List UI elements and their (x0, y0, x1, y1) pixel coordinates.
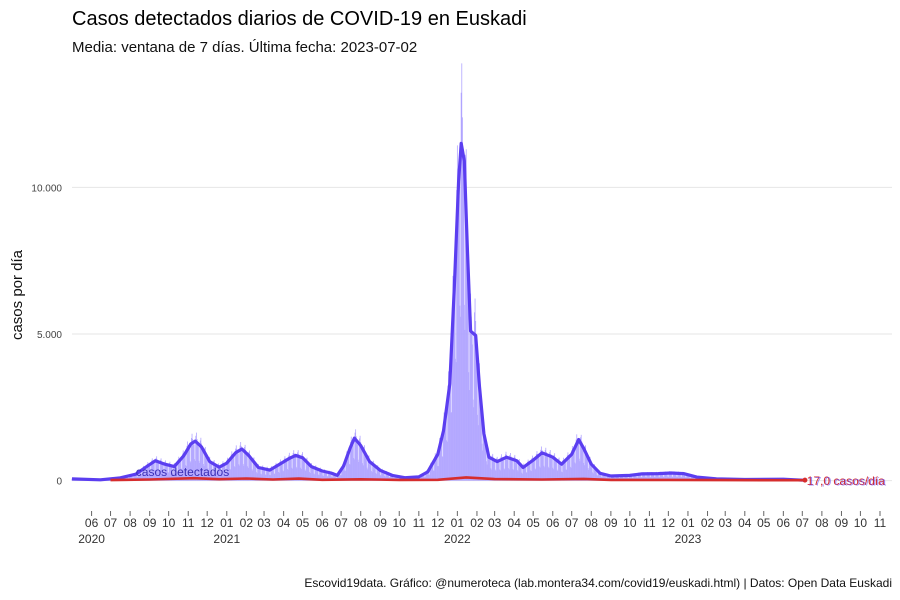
cases-area (72, 143, 803, 481)
y-axis-ticks: 0 5.000 10.000 (31, 183, 62, 487)
x-month-label: 01 (451, 516, 465, 530)
x-month-label: 08 (354, 516, 368, 530)
x-month-label: 04 (508, 516, 522, 530)
x-year-label: 2021 (213, 532, 240, 546)
x-year-label: 2020 (78, 532, 105, 546)
x-month-label: 06 (315, 516, 329, 530)
x-month-label: 12 (201, 516, 215, 530)
annotation-label: casos detectados (136, 465, 229, 479)
x-month-label: 02 (701, 516, 715, 530)
x-month-label: 09 (604, 516, 618, 530)
y-tick-label: 0 (56, 477, 62, 488)
x-month-label: 03 (257, 516, 271, 530)
x-month-label: 07 (565, 516, 579, 530)
x-month-label: 03 (719, 516, 733, 530)
x-month-label: 06 (85, 516, 99, 530)
y-axis-label: casos por día (9, 249, 26, 340)
x-month-label: 11 (874, 516, 887, 530)
chart-title: Casos detectados diarios de COVID-19 en … (72, 8, 527, 30)
x-month-label: 09 (374, 516, 388, 530)
x-month-label: 11 (643, 516, 656, 530)
x-month-label: 01 (681, 516, 695, 530)
x-month-label: 12 (431, 516, 445, 530)
x-month-label: 08 (123, 516, 137, 530)
x-month-label: 05 (757, 516, 771, 530)
chart-caption: Escovid19data. Gráfico: @numeroteca (lab… (304, 576, 892, 590)
x-month-label: 11 (413, 516, 426, 530)
x-year-label: 2023 (675, 532, 702, 546)
x-month-label: 12 (662, 516, 676, 530)
x-month-label: 07 (796, 516, 810, 530)
end-point (802, 477, 808, 483)
x-month-label: 01 (220, 516, 234, 530)
x-month-label: 07 (334, 516, 348, 530)
x-month-label: 10 (162, 516, 176, 530)
y-tick-label: 10.000 (31, 183, 62, 194)
cases-line (71, 141, 803, 482)
cases-area-fill (72, 143, 803, 481)
x-month-label: 06 (777, 516, 791, 530)
x-month-label: 10 (623, 516, 637, 530)
x-month-label: 08 (585, 516, 599, 530)
x-month-label: 09 (143, 516, 157, 530)
x-month-label: 06 (546, 516, 560, 530)
x-month-label: 11 (182, 516, 195, 530)
x-month-label: 05 (526, 516, 540, 530)
annotation-label: 17,0 casos/día (807, 474, 885, 488)
annotation-label: 17,0 casos/día (808, 475, 886, 489)
x-month-label: 05 (296, 516, 310, 530)
x-month-label: 09 (835, 516, 849, 530)
x-month-label: 04 (277, 516, 291, 530)
x-month-label: 10 (393, 516, 407, 530)
x-month-label: 02 (470, 516, 484, 530)
daily-cases-bars (71, 63, 804, 481)
x-month-label: 07 (104, 516, 118, 530)
x-month-label: 03 (488, 516, 502, 530)
y-tick-label: 5.000 (37, 330, 62, 341)
series-lines (71, 141, 808, 483)
x-month-label: 02 (240, 516, 254, 530)
x-year-label: 2022 (444, 532, 471, 546)
x-month-label: 08 (815, 516, 829, 530)
x-month-label: 10 (854, 516, 868, 530)
deaths-line (110, 476, 803, 482)
x-month-label: 04 (738, 516, 752, 530)
chart-subtitle: Media: ventana de 7 días. Última fecha: … (72, 39, 417, 56)
x-axis-ticks: 06 07 08 09 10 11 12 01 02 03 04 05 06 07 08 09 10 11 12 01… (78, 511, 887, 546)
